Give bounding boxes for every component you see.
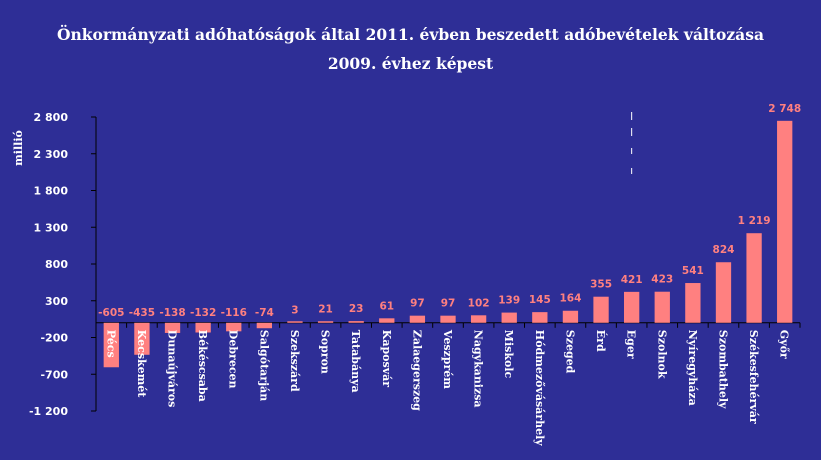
category-label: Szombathely [716,330,729,409]
category-label: Szeged [563,330,576,374]
data-label: -605 [98,307,124,319]
chart-title-line1: Önkormányzati adóhatóságok által 2011. é… [57,25,764,44]
bar [317,321,334,323]
data-label: -435 [129,307,155,319]
data-label: -132 [190,307,216,319]
data-label: -74 [255,307,274,319]
category-label: Hódmezővásárhely [533,330,546,446]
category-label: Sopron [319,330,332,374]
category-label: Debrecen [227,330,240,389]
bar [624,291,640,323]
y-tick-label: 2 800 [34,111,69,124]
bar [715,262,732,323]
data-label: 23 [349,303,364,315]
bar [379,318,395,323]
y-tick-label: 1 800 [34,185,69,198]
y-tick-label: 800 [45,258,68,271]
data-label: 61 [379,300,394,312]
category-label: Győr [778,330,791,359]
bar [256,322,272,329]
data-label: -138 [159,307,185,319]
bar [195,322,211,333]
category-label: Érd [594,330,608,352]
data-label: 164 [559,293,581,305]
category-label: Veszprém [441,329,454,389]
category-label: Békéscsaba [196,330,209,402]
bar [440,315,456,323]
category-label: Szolnok [655,330,668,379]
category-label: Kaposvár [380,330,393,387]
data-label: 2 748 [768,103,801,115]
data-label: 3 [291,305,298,317]
bar [409,315,426,323]
data-label: 824 [713,244,735,256]
category-label: Tatabánya [349,330,362,393]
y-axis-title: millió [12,130,25,166]
bar [470,315,487,323]
category-label: Zalaegerszeg [410,330,423,411]
bar [593,296,609,323]
bar [501,312,517,323]
bar [746,233,762,323]
category-label: Dunaújváros [166,330,179,407]
y-tick-label: 300 [45,295,68,308]
chart-title: Önkormányzati adóhatóságok által 2011. é… [0,20,821,78]
bar [562,310,579,323]
bar [348,321,364,323]
data-label: 102 [468,297,490,309]
data-label: 145 [529,294,551,306]
data-label: 97 [441,298,456,310]
data-label: 355 [590,279,612,291]
chart-title-line2: 2009. évhez képest [327,54,494,73]
data-label: -116 [221,307,247,319]
data-label: 97 [410,298,425,310]
category-label: Kecskemét [135,330,148,398]
category-label: Nyíregyháza [686,330,699,406]
y-tick-label: -700 [40,368,68,381]
category-label: Pécs [104,330,117,358]
bar [164,322,181,333]
bar [287,321,303,323]
data-label: 21 [318,303,333,315]
category-label: Nagykanizsa [472,330,485,408]
bar [532,312,548,323]
bar [685,283,701,323]
y-tick-label: -200 [40,332,68,345]
category-label: Eger [625,330,638,359]
data-label: 421 [621,274,643,286]
y-tick-label: -1 200 [29,405,68,418]
data-label: 1 219 [738,215,771,227]
data-label: 423 [651,274,673,286]
bar [226,322,242,332]
data-label: 541 [682,265,704,277]
bar [777,120,793,323]
category-label: Székesfehérvár [747,330,760,424]
bar [103,322,119,368]
data-label: 139 [498,295,520,307]
category-label: Miskolc [502,330,515,379]
bar [654,291,670,323]
bar [134,322,150,355]
category-label: Szekszárd [288,330,301,392]
y-tick-label: 2 300 [34,148,69,161]
y-tick-label: 1 300 [34,221,69,234]
category-label: Salgótarján [257,330,270,401]
